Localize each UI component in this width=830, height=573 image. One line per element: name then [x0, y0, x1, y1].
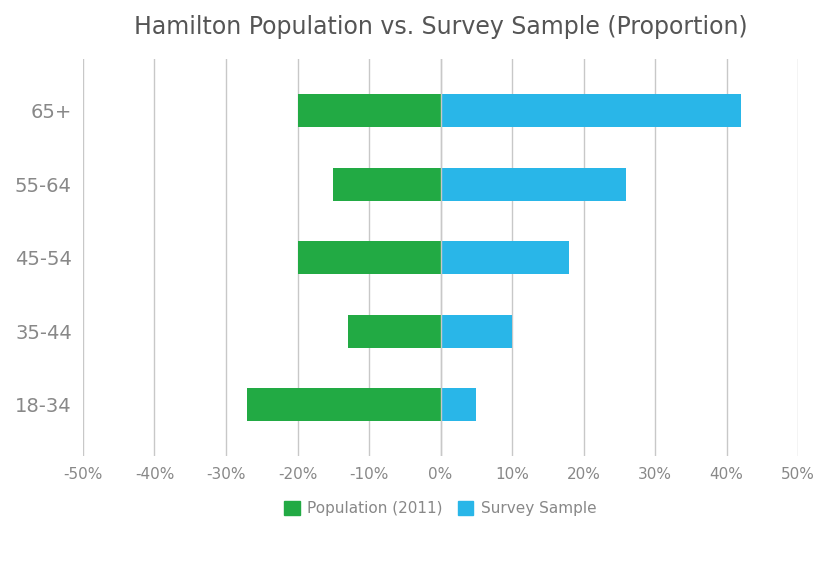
Bar — [247, 388, 441, 421]
Title: Hamilton Population vs. Survey Sample (Proportion): Hamilton Population vs. Survey Sample (P… — [134, 15, 747, 39]
Bar — [441, 241, 569, 274]
Bar — [441, 315, 512, 348]
Bar — [334, 167, 441, 201]
Bar — [441, 388, 476, 421]
Bar — [297, 241, 441, 274]
Legend: Population (2011), Survey Sample: Population (2011), Survey Sample — [285, 501, 597, 516]
Bar — [348, 315, 441, 348]
Bar — [441, 167, 627, 201]
Bar — [441, 94, 741, 127]
Bar — [297, 94, 441, 127]
